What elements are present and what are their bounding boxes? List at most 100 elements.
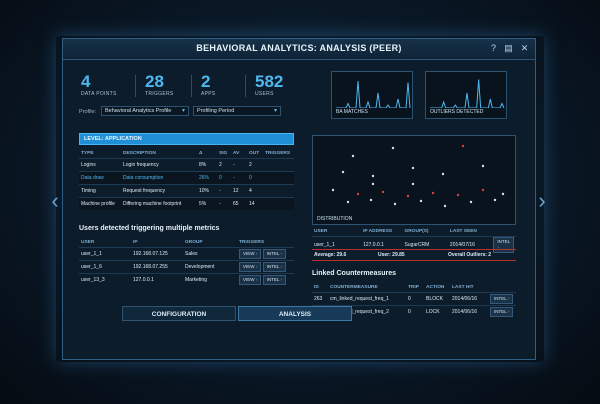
cell-last-hit: 2014/06/16 [450, 292, 488, 306]
cell-user: user_1_6 [79, 260, 131, 274]
cell-sig: 0 [217, 171, 231, 185]
cell-av: - [231, 171, 247, 185]
distribution-point [501, 192, 505, 196]
outliers-label: OUTLIERS DETECTED [430, 109, 484, 115]
chevron-right-icon: › [497, 245, 499, 250]
divider-line [312, 260, 516, 261]
intel-button-label: INTEL [494, 309, 507, 314]
col-header: USER [81, 240, 95, 245]
cell-action: INTEL › [491, 236, 516, 253]
tab-analysis[interactable]: ANALYSIS [238, 306, 352, 321]
stat-divider [191, 75, 192, 97]
user-score: User: 29.85 [378, 252, 405, 258]
next-arrow-icon[interactable]: › [538, 188, 546, 213]
distribution-point [381, 190, 385, 194]
intel-button[interactable]: INTEL › [493, 237, 514, 253]
cell-delta: 10% [197, 184, 217, 198]
sparkline-path [336, 80, 411, 108]
col-header: COUNTERMEASURE [330, 285, 378, 290]
profiling-period-select[interactable]: Profiling Period ▾ [193, 106, 281, 116]
col-header: USER [314, 229, 328, 234]
table-row[interactable]: user_1_1 192.168.07.125 Sales VIEW › INT… [79, 247, 294, 261]
view-button[interactable]: VIEW › [239, 249, 262, 259]
chevron-right-icon: › [507, 309, 510, 314]
cell-triggers: VIEW › INTEL › [237, 247, 294, 261]
profile-select[interactable]: Behavioral Analytics Profile ▾ [101, 106, 189, 116]
intel-button-label: INTEL [494, 296, 507, 301]
col-header: TRIGGERS [239, 240, 265, 245]
col-header: LAST HIT [452, 285, 474, 290]
distribution-point [369, 198, 373, 202]
stat-data-points: 4 DATA POINTS [81, 73, 117, 97]
tab-configuration[interactable]: CONFIGURATION [122, 306, 236, 321]
intel-button[interactable]: INTEL › [490, 307, 514, 317]
analysis-window: BEHAVIORAL ANALYTICS: ANALYSIS (PEER) ? … [62, 38, 536, 360]
cell-triggers [263, 184, 294, 198]
intel-button[interactable]: INTEL › [490, 294, 514, 304]
cell-ip: 192.168.07.255 [131, 260, 183, 274]
cell-user: user_1_1 [312, 236, 362, 253]
distribution-label: DISTRIBUTION [317, 216, 353, 222]
table-row[interactable]: Timing Request frequency 10% - 12 4 [79, 184, 294, 198]
cell-triggers [263, 158, 294, 172]
level-application-bar[interactable]: LEVEL: APPLICATION [79, 133, 294, 145]
stat-users: 582 USERS [255, 73, 283, 97]
col-header: GROUP(S) [404, 229, 429, 234]
ba-matches-chart: BA MATCHES [331, 71, 413, 119]
stat-label: USERS [255, 91, 274, 97]
cell-trip: 0 [406, 292, 424, 306]
cell-out: 0 [247, 171, 263, 185]
cell-out: 2 [247, 158, 263, 172]
view-button[interactable]: VIEW › [239, 262, 262, 272]
cell-sig: 2 [217, 158, 231, 172]
document-icon[interactable]: ▤ [504, 43, 513, 53]
outliers-sparkline [430, 79, 505, 108]
intel-button-label: INTEL [266, 251, 280, 256]
cell-ip: 192.168.07.125 [131, 247, 183, 261]
cell-ip: 127.0.0.1 [361, 236, 403, 253]
col-header [491, 227, 516, 237]
sparkline-path [430, 79, 505, 108]
distribution-scatter [331, 144, 505, 208]
table-row[interactable]: Data draw Data consumption 26% 0 - 0 [79, 171, 294, 185]
col-header: AV [233, 151, 240, 156]
application-metrics-table: TYPE DESCRIPTION Δ SIG AV OUT TRIGGERS L… [79, 149, 294, 210]
cell-group: Development [183, 260, 237, 274]
distribution-point [411, 182, 415, 186]
cell-type: Data draw [79, 171, 121, 185]
table-row[interactable]: Logins Login frequency 8% 2 - 2 [79, 158, 294, 172]
help-icon[interactable]: ? [490, 43, 496, 53]
view-button[interactable]: VIEW › [239, 275, 262, 285]
table-row[interactable]: user_13_3 127.0.0.1 Marketing VIEW › INT… [79, 273, 294, 286]
intel-button[interactable]: INTEL › [262, 275, 287, 285]
distribution-point [371, 182, 375, 186]
cell-out: 14 [247, 197, 263, 210]
col-header: ID [314, 285, 319, 290]
previous-arrow-icon[interactable]: ‹ [51, 188, 59, 213]
cell-delta: 26% [197, 171, 217, 185]
view-button-label: VIEW [243, 277, 255, 282]
chevron-right-icon: › [280, 251, 283, 256]
distribution-point [493, 198, 497, 202]
cell-av: 65 [231, 197, 247, 210]
users-table: USER IP GROUP TRIGGERS user_1_1 192.168.… [79, 238, 294, 286]
table-row[interactable]: user_1_1 127.0.0.1 SugarCRM 2014/07/16 I… [312, 236, 516, 253]
distribution-point [341, 170, 345, 174]
table-row[interactable]: 263 cm_linked_request_freq_1 0 BLOCK 201… [312, 292, 516, 306]
cell-user: user_1_1 [79, 247, 131, 261]
divider-line [312, 249, 516, 250]
table-row[interactable]: user_1_6 192.168.07.255 Development VIEW… [79, 260, 294, 274]
col-header: TRIGGERS [265, 151, 291, 156]
chevron-right-icon: › [507, 296, 510, 301]
view-button-label: VIEW [243, 264, 255, 269]
cell-action: BLOCK [424, 292, 450, 306]
cell-intel: INTEL › [488, 292, 516, 306]
chevron-down-icon: ▾ [273, 108, 277, 114]
close-icon[interactable]: ✕ [520, 43, 529, 53]
table-row[interactable]: Machine profile Differing machine footpr… [79, 197, 294, 210]
cell-av: - [231, 158, 247, 172]
intel-button[interactable]: INTEL › [262, 262, 287, 272]
intel-button[interactable]: INTEL › [262, 249, 287, 259]
intel-button-label: INTEL [497, 239, 510, 244]
ba-matches-sparkline [336, 80, 411, 108]
